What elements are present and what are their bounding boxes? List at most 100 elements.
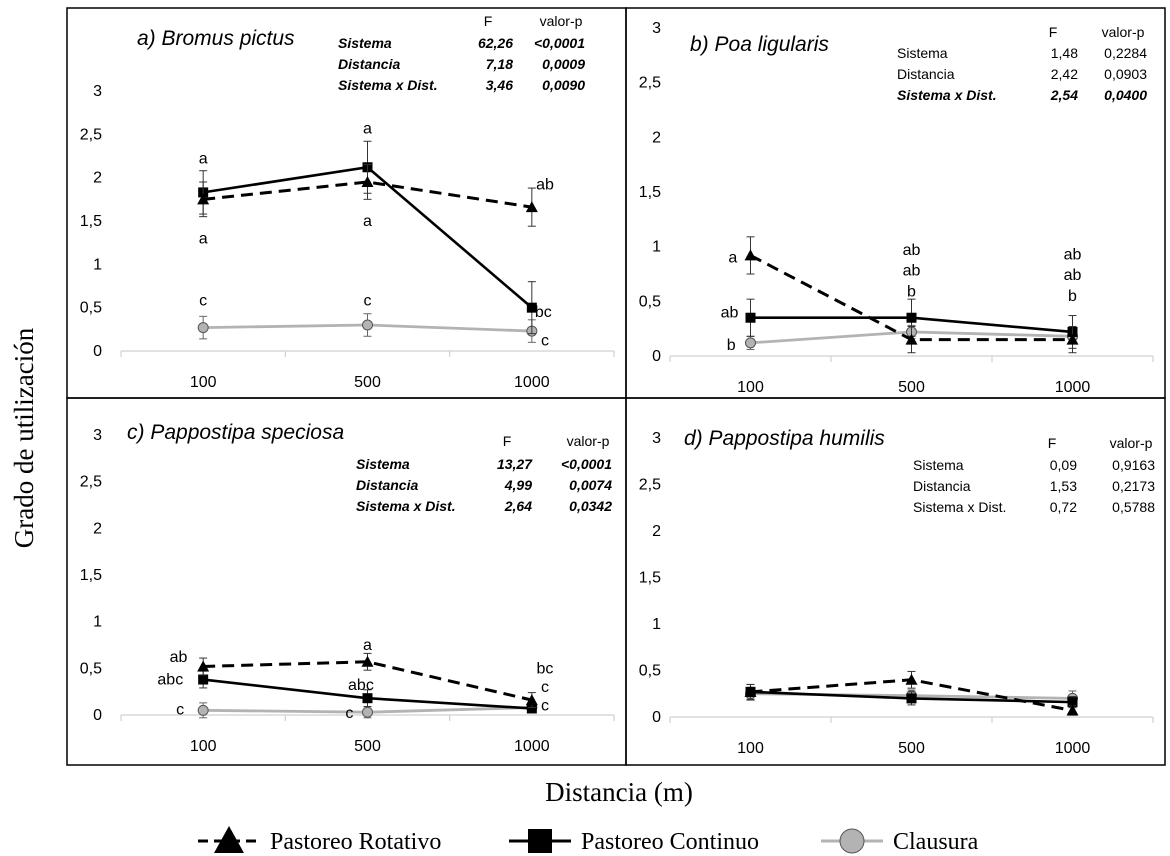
data-point [362, 706, 373, 718]
y-tick-label: 3 [652, 430, 661, 447]
y-tick-label: 1 [93, 256, 102, 273]
y-tick-label: 1,5 [639, 570, 661, 587]
y-tick-label: 1,5 [80, 567, 102, 584]
x-tick-label: 100 [190, 738, 217, 755]
data-point [906, 312, 917, 323]
stats-row-label: Distancia [913, 478, 971, 494]
stats-row-f: 1,48 [1051, 45, 1078, 61]
x-tick-label: 500 [898, 379, 925, 396]
stats-header-p: valor-p [1110, 435, 1153, 451]
significance-letter: c [541, 333, 549, 350]
significance-letter: ab [170, 649, 188, 666]
data-point [1066, 704, 1079, 716]
legend-marker [528, 829, 552, 853]
stats-row-f: 3,46 [486, 77, 513, 93]
stats-row-p: <0,0001 [561, 456, 612, 472]
data-point [362, 693, 373, 704]
stats-header-f: F [1049, 24, 1058, 40]
stats-header-f: F [503, 433, 512, 449]
y-tick-label: 1,5 [80, 213, 102, 230]
data-point [745, 312, 756, 323]
stats-row-label: Distancia [356, 477, 418, 493]
stats-row-label: Distancia [338, 56, 400, 72]
legend-label: Pastoreo Continuo [581, 829, 759, 855]
significance-letter: c [199, 293, 207, 310]
stats-header-f: F [1048, 435, 1057, 451]
significance-letter: c [541, 698, 549, 715]
series-pastoreo-rotativo [197, 652, 538, 709]
stats-header-p: valor-p [1102, 24, 1145, 40]
significance-letter: b [727, 337, 736, 354]
stats-row-f: 2,54 [1050, 87, 1078, 103]
stats-row-f: 0,09 [1050, 457, 1077, 473]
legend-item-pastoreo-continuo: Pastoreo Continuo [509, 829, 759, 855]
legend: Pastoreo Rotativo Pastoreo Continuo Clausu… [198, 826, 979, 855]
x-tick-label: 1000 [514, 374, 550, 391]
x-tick-label: 1000 [1055, 379, 1091, 396]
x-tick-label: 500 [354, 738, 381, 755]
data-point [361, 655, 374, 667]
y-tick-label: 0 [652, 709, 661, 726]
data-point [744, 685, 757, 697]
legend-item-pastoreo-rotativo: Pastoreo Rotativo [198, 826, 441, 855]
x-tick-label: 100 [190, 374, 217, 391]
y-tick-label: 2,5 [80, 126, 102, 143]
y-tick-label: 1,5 [639, 184, 661, 201]
y-tick-label: 3 [652, 20, 661, 37]
significance-letter: a [363, 213, 372, 230]
stats-row-label: Sistema x Dist. [897, 87, 997, 103]
stats-header-f: F [484, 13, 493, 29]
y-tick-label: 2,5 [80, 474, 102, 491]
stats-row-label: Sistema [897, 45, 948, 61]
stats-row-p: <0,0001 [534, 35, 585, 51]
significance-letter: a [728, 250, 737, 267]
y-tick-label: 0 [93, 707, 102, 724]
data-point [361, 176, 374, 187]
x-axis-label: Distancia (m) [545, 777, 693, 807]
data-point [197, 704, 209, 716]
x-tick-label: 500 [898, 740, 925, 757]
stats-row-p: 0,2284 [1104, 45, 1147, 61]
stats-row-p: 0,5788 [1112, 499, 1155, 515]
legend-label: Clausura [893, 829, 979, 855]
legend-marker [214, 826, 244, 853]
y-tick-label: 3 [93, 427, 102, 444]
data-point [745, 337, 756, 349]
stats-row-p: 0,0090 [542, 77, 585, 93]
y-tick-label: 1 [652, 239, 661, 256]
stats-row-f: 2,42 [1051, 66, 1078, 82]
y-tick-label: 1 [93, 614, 102, 631]
significance-letter: a [199, 230, 208, 247]
data-point [1067, 697, 1078, 708]
series-pastoreo-continuo [198, 670, 537, 714]
y-tick-label: 2,5 [639, 75, 661, 92]
data-point [744, 249, 757, 261]
y-axis-label: Grado de utilización [9, 327, 39, 548]
x-tick-label: 100 [737, 379, 764, 396]
panel-border [625, 7, 1166, 399]
data-point [526, 703, 537, 714]
stats-row-f: 0,72 [1050, 499, 1077, 515]
series-pastoreo-rotativo [744, 236, 1079, 354]
data-point [525, 694, 538, 706]
significance-letter: a [363, 120, 372, 137]
significance-letter: a [363, 637, 372, 654]
stats-row-label: Sistema x Dist. [356, 498, 456, 514]
data-point [197, 322, 209, 334]
y-tick-label: 0,5 [80, 660, 102, 677]
panel-title: b) Poa ligularis [690, 33, 829, 56]
y-tick-label: 1 [652, 616, 661, 633]
y-tick-label: 3 [93, 83, 102, 100]
significance-letter: ab [1064, 267, 1082, 284]
y-tick-label: 0,5 [639, 293, 661, 310]
panel-b: 100 500 1000 0 0,5 1 1,5 2 2,5 3 b) Poa ligularis F… [625, 7, 1166, 399]
y-tick-label: 2,5 [639, 477, 661, 494]
panel-a: 100 500 1000 0 0,5 1 1,5 2 2,5 3 a) Bromus pictus F… [66, 7, 627, 399]
significance-letter: ab [903, 263, 921, 280]
series-line [203, 180, 533, 209]
legend-label: Pastoreo Rotativo [270, 829, 441, 855]
significance-letter: a [199, 151, 208, 168]
series-clausura [197, 313, 538, 343]
